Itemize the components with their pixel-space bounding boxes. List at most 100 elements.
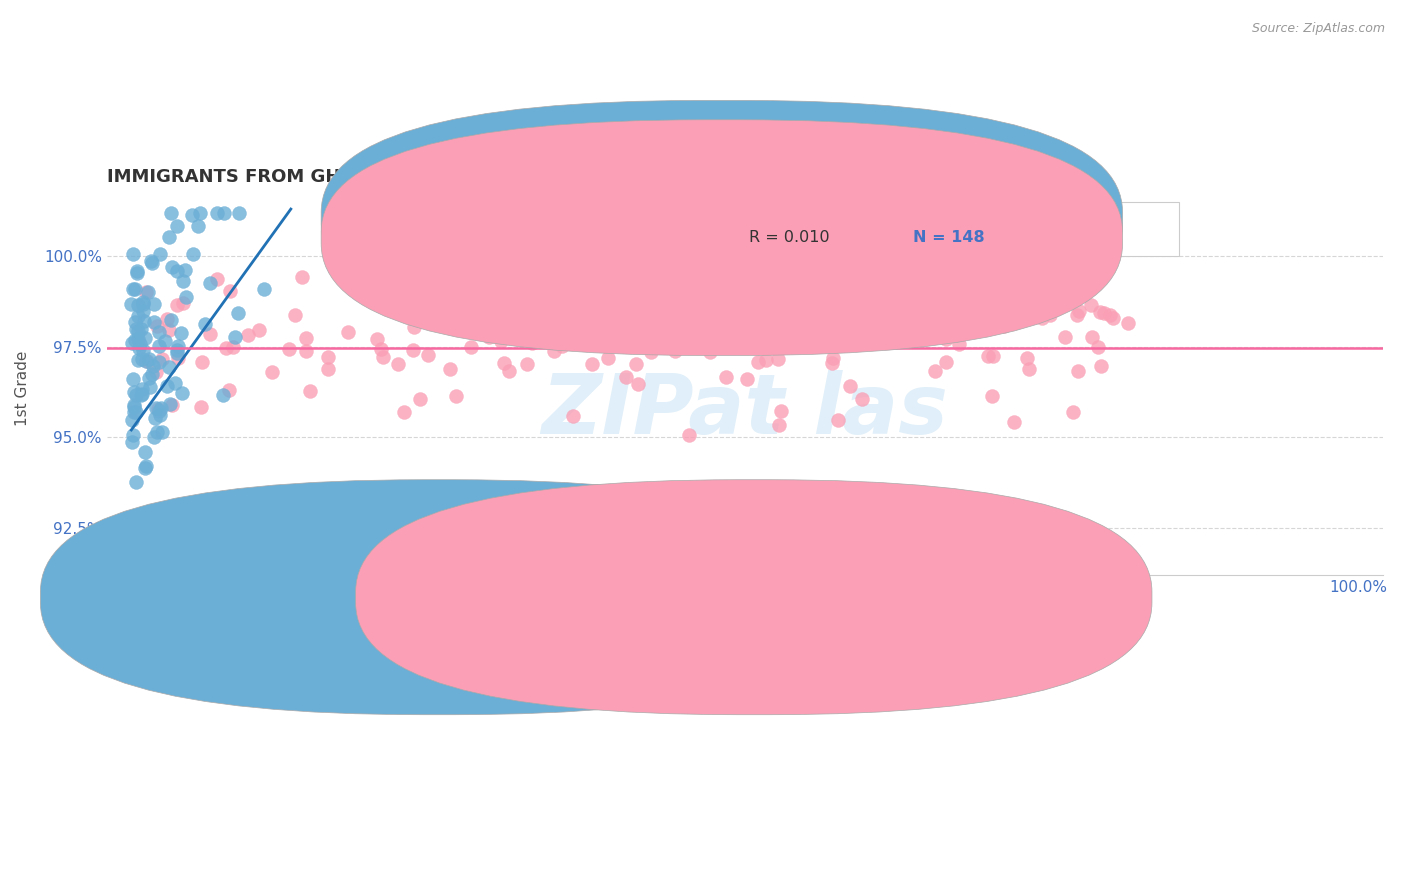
Point — [132, 295, 155, 310]
Point — [543, 343, 565, 358]
Point — [146, 402, 169, 417]
FancyBboxPatch shape — [321, 101, 1122, 336]
Point — [981, 350, 1004, 364]
Point — [121, 297, 143, 311]
Point — [191, 355, 214, 369]
Point — [131, 382, 153, 396]
Point — [634, 298, 657, 312]
Point — [616, 318, 638, 333]
Point — [212, 205, 235, 219]
Point — [127, 332, 149, 346]
Point — [402, 319, 425, 334]
Point — [699, 344, 721, 359]
Point — [128, 342, 150, 356]
Point — [131, 322, 153, 336]
Point — [298, 384, 321, 398]
Point — [337, 325, 360, 339]
Point — [174, 290, 197, 304]
Point — [979, 305, 1001, 319]
Point — [127, 352, 149, 367]
Point — [124, 282, 146, 296]
Point — [416, 348, 439, 362]
Point — [655, 274, 678, 288]
Point — [284, 308, 307, 322]
Point — [152, 425, 174, 439]
Point — [1039, 308, 1062, 322]
Point — [253, 282, 276, 296]
Point — [262, 365, 284, 379]
Point — [181, 247, 204, 261]
Point — [127, 298, 149, 312]
Point — [866, 276, 889, 290]
Point — [820, 286, 842, 301]
Point — [371, 350, 394, 364]
Point — [141, 367, 163, 381]
Point — [153, 334, 176, 349]
Point — [747, 355, 769, 369]
Point — [121, 517, 143, 532]
Point — [143, 411, 166, 425]
Point — [482, 304, 505, 318]
Point — [498, 364, 520, 378]
Point — [962, 313, 984, 327]
Point — [700, 326, 723, 341]
Point — [129, 337, 152, 351]
Point — [139, 379, 162, 393]
Point — [129, 388, 152, 402]
Point — [740, 311, 762, 326]
Point — [125, 388, 148, 402]
Point — [775, 290, 797, 304]
Point — [626, 376, 648, 391]
Point — [827, 310, 849, 325]
Point — [148, 404, 170, 418]
Point — [170, 385, 193, 400]
Point — [142, 359, 165, 373]
Point — [132, 313, 155, 327]
Point — [134, 461, 156, 475]
Point — [131, 352, 153, 367]
Point — [714, 370, 737, 384]
Point — [920, 305, 942, 319]
Point — [166, 264, 188, 278]
Point — [194, 318, 217, 332]
Point — [236, 328, 259, 343]
Point — [160, 205, 183, 219]
Point — [148, 339, 170, 353]
Point — [162, 398, 184, 412]
Point — [318, 350, 340, 364]
Text: Source: ZipAtlas.com: Source: ZipAtlas.com — [1251, 22, 1385, 36]
Point — [166, 345, 188, 359]
Point — [626, 287, 648, 301]
Point — [681, 301, 703, 315]
Point — [1002, 416, 1025, 430]
Point — [134, 331, 156, 345]
Point — [821, 351, 844, 365]
Point — [977, 350, 1000, 364]
Point — [935, 332, 957, 346]
Point — [138, 285, 160, 299]
Point — [496, 302, 519, 317]
Point — [165, 376, 187, 390]
Point — [759, 334, 782, 348]
Point — [1081, 329, 1104, 343]
Point — [205, 272, 228, 286]
Point — [125, 405, 148, 419]
Point — [294, 331, 316, 345]
Point — [640, 345, 662, 359]
Text: R = 0.010: R = 0.010 — [748, 230, 830, 244]
Point — [157, 230, 180, 244]
Point — [710, 287, 733, 301]
Point — [672, 329, 695, 343]
Point — [228, 306, 250, 320]
Point — [145, 365, 167, 379]
Point — [581, 357, 603, 371]
Point — [138, 371, 160, 385]
Point — [124, 401, 146, 415]
Point — [1080, 297, 1102, 311]
Point — [122, 282, 145, 296]
Point — [883, 328, 905, 343]
Point — [167, 339, 190, 353]
Point — [146, 318, 169, 333]
Point — [277, 343, 299, 357]
Point — [149, 246, 172, 260]
